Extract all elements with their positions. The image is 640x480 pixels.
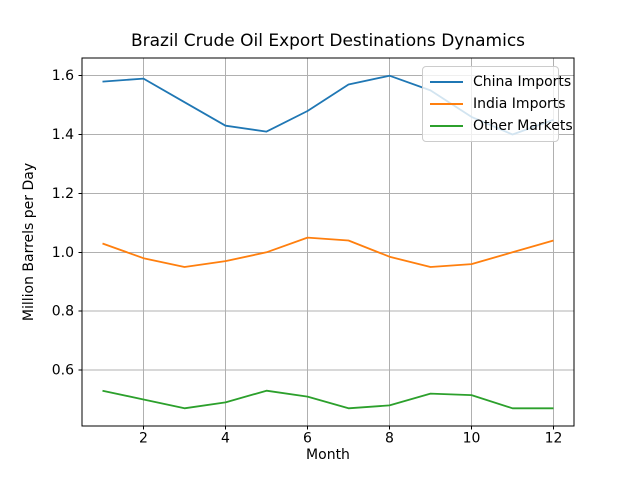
x-tick-label: 8 <box>385 431 394 447</box>
legend-line-swatch <box>430 103 463 105</box>
legend-line-swatch <box>430 81 463 83</box>
y-tick-label: 1.4 <box>52 127 74 143</box>
x-tick-label: 4 <box>221 431 230 447</box>
y-tick-label: 0.8 <box>52 304 74 320</box>
y-tick-label: 1.2 <box>52 186 74 202</box>
legend: China Imports India Imports Other Markets <box>422 66 573 142</box>
legend-item: Other Markets <box>430 115 573 137</box>
x-tick-label: 10 <box>463 431 481 447</box>
y-tick-label: 1.0 <box>52 245 74 261</box>
y-axis-label: Million Barrels per Day <box>21 162 37 322</box>
legend-line-swatch <box>430 125 463 127</box>
x-tick-label: 2 <box>139 431 148 447</box>
chart-title: Brazil Crude Oil Export Destinations Dyn… <box>130 31 526 51</box>
legend-label: India Imports <box>473 96 566 112</box>
legend-label: Other Markets <box>473 118 573 134</box>
legend-item: China Imports <box>430 71 571 93</box>
x-tick-label: 6 <box>303 431 312 447</box>
series-line-other-markets <box>102 389 554 410</box>
y-tick-label: 0.6 <box>52 363 74 379</box>
x-tick-label: 12 <box>545 431 563 447</box>
axes-border <box>81 57 575 427</box>
x-axis-label: Month <box>306 447 350 463</box>
series-line-india-imports <box>102 236 554 268</box>
y-tick-label: 1.6 <box>52 68 74 84</box>
legend-label: China Imports <box>473 74 572 90</box>
legend-item: India Imports <box>430 93 566 115</box>
